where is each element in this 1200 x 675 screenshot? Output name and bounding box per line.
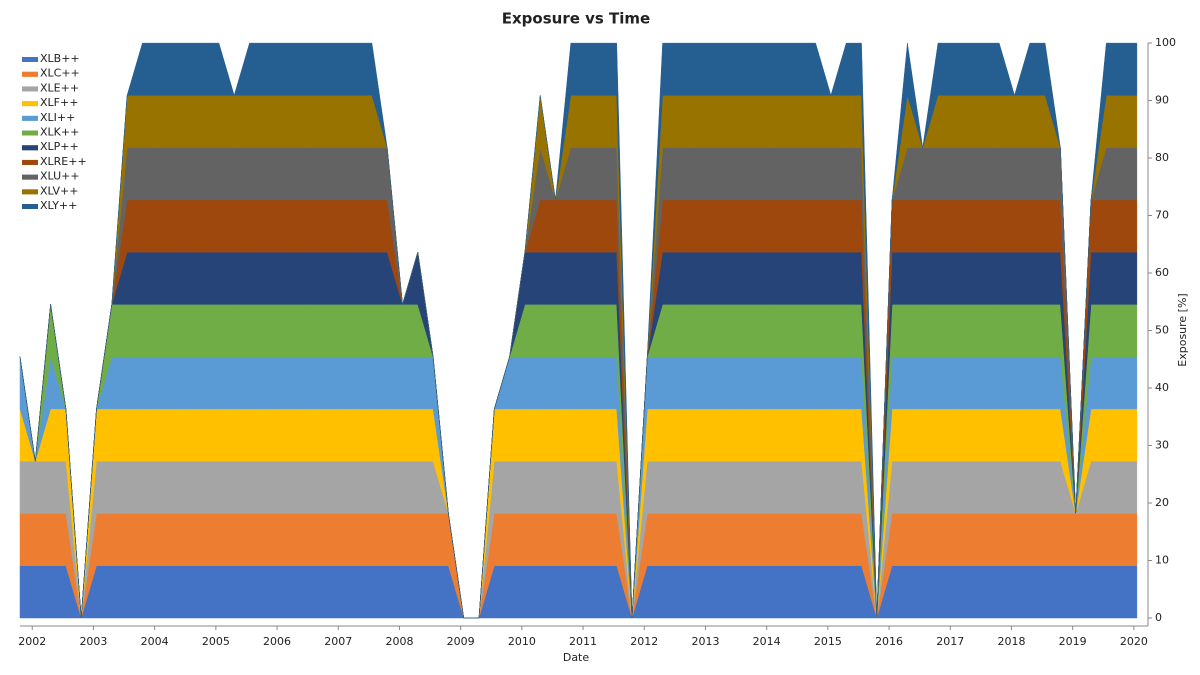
- y-tick-label: 100: [1155, 36, 1176, 49]
- y-tick-label: 70: [1155, 209, 1169, 222]
- area: [19, 565, 1138, 619]
- x-tick-label: 2010: [508, 635, 536, 648]
- legend-label: XLC++: [40, 67, 80, 80]
- y-tick-label: 30: [1155, 439, 1169, 452]
- x-tick-label: 2002: [18, 635, 46, 648]
- legend-label: XLE++: [40, 81, 79, 94]
- legend-label: XLRE++: [40, 155, 87, 168]
- x-tick-label: 2013: [691, 635, 719, 648]
- legend-label: XLV++: [40, 184, 78, 197]
- legend-swatch: [22, 159, 38, 165]
- legend-label: XLP++: [40, 140, 79, 153]
- area: [19, 42, 1138, 619]
- y-tick-label: 90: [1155, 94, 1169, 107]
- x-tick-label: 2018: [997, 635, 1025, 648]
- legend-swatch: [22, 101, 38, 107]
- legend-swatch: [22, 115, 38, 121]
- y-tick-label: 40: [1155, 381, 1169, 394]
- legend-label: XLB++: [40, 52, 80, 65]
- x-tick-label: 2017: [936, 635, 964, 648]
- x-axis-label: Date: [563, 651, 590, 664]
- x-tick-label: 2020: [1120, 635, 1148, 648]
- legend-swatch: [22, 145, 38, 151]
- legend-label: XLI++: [40, 111, 75, 124]
- y-axis-label: Exposure [%]: [1176, 293, 1189, 366]
- x-tick-label: 2006: [263, 635, 291, 648]
- y-tick-label: 10: [1155, 554, 1169, 567]
- legend-swatch: [22, 86, 38, 92]
- x-tick-label: 2015: [814, 635, 842, 648]
- legend-swatch: [22, 130, 38, 136]
- x-tick-label: 2011: [569, 635, 597, 648]
- x-tick-label: 2012: [630, 635, 658, 648]
- legend-swatch: [22, 204, 38, 209]
- x-tick-label: 2003: [79, 635, 107, 648]
- x-tick-label: 2016: [875, 635, 903, 648]
- y-tick-label: 20: [1155, 496, 1169, 509]
- plot-area: [19, 42, 1138, 619]
- legend-label: XLK++: [40, 126, 79, 139]
- x-tick-label: 2008: [385, 635, 413, 648]
- y-tick-label: 0: [1155, 611, 1162, 624]
- x-tick-label: 2014: [753, 635, 781, 648]
- legend: XLB++ XLC++XLE++ XLF++ XLI++ XLK++XLP++ XLRE+…: [22, 52, 87, 212]
- legend-label: XLU++: [40, 170, 80, 183]
- legend-swatch: [22, 189, 38, 195]
- x-tick-label: 2007: [324, 635, 352, 648]
- y-tick-label: 50: [1155, 324, 1169, 337]
- legend-swatch: [22, 174, 38, 180]
- x-tick-label: 2019: [1059, 635, 1087, 648]
- chart-title: Exposure vs Time: [502, 10, 650, 28]
- y-tick-label: 60: [1155, 266, 1169, 279]
- x-tick-label: 2004: [141, 635, 169, 648]
- x-tick-label: 2005: [202, 635, 230, 648]
- x-tick-label: 2009: [447, 635, 475, 648]
- legend-label: XLF++: [40, 96, 78, 109]
- axes: 2002 2003 2004 2005 2006 2007 2008 2009 2010 2011…: [18, 36, 1176, 648]
- legend-label: XLY++: [40, 199, 77, 212]
- y-tick-label: 80: [1155, 151, 1169, 164]
- legend-swatch: [22, 57, 38, 62]
- legend-swatch: [22, 71, 38, 77]
